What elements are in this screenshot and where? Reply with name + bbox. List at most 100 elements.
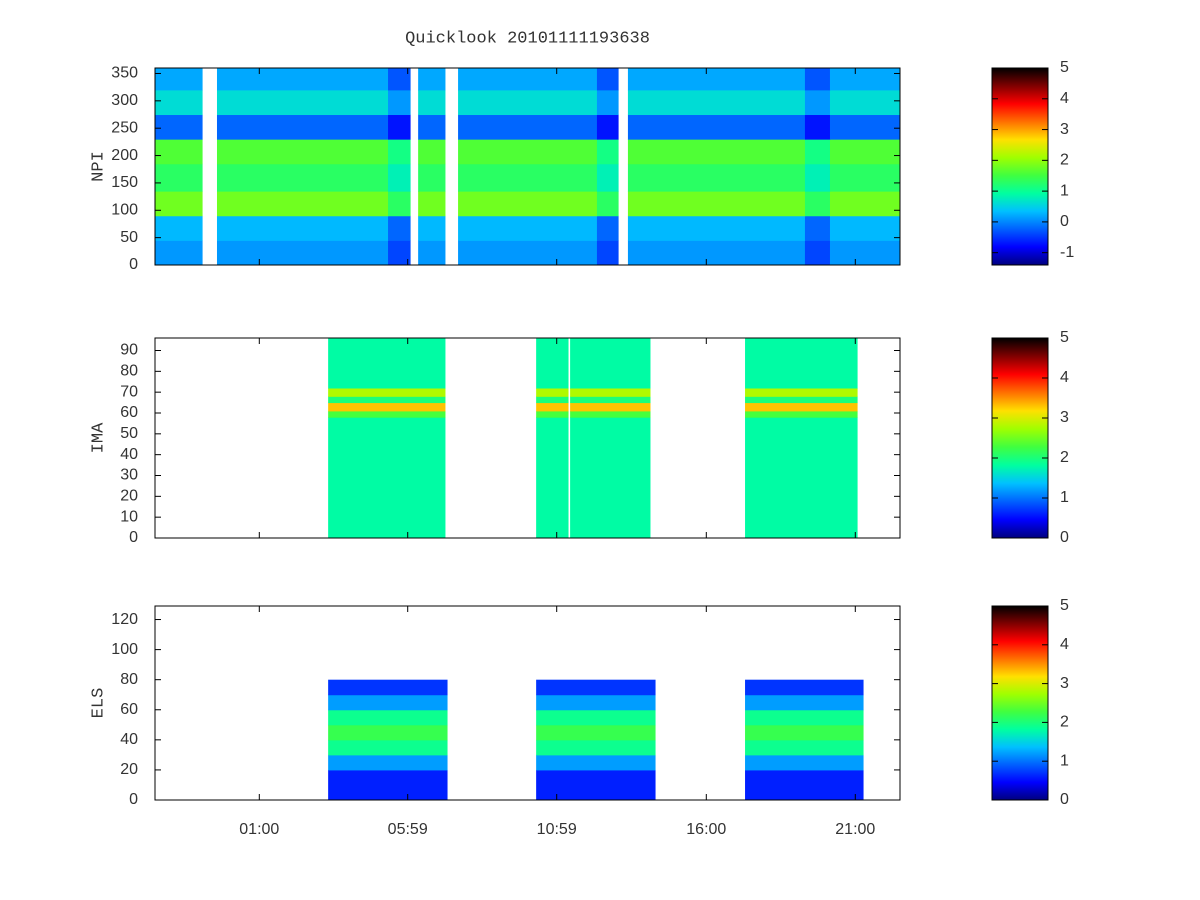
heat-cell xyxy=(570,410,651,418)
heat-cell xyxy=(745,709,864,726)
heat-cell xyxy=(536,739,656,756)
heat-cell xyxy=(596,240,619,266)
heat-cell xyxy=(596,191,619,217)
y-axis-label: ELS xyxy=(89,688,108,719)
y-tick-label: 300 xyxy=(111,92,138,109)
heat-cell xyxy=(627,89,806,116)
x-tick-label: 05:59 xyxy=(388,821,428,838)
heat-cell xyxy=(745,739,864,756)
heat-cell xyxy=(388,68,411,91)
chart-title: Quicklook 20101111193638 xyxy=(405,29,650,48)
heat-cell xyxy=(388,114,411,140)
heat-cell xyxy=(804,163,831,192)
heat-cell xyxy=(328,410,446,418)
heat-cell xyxy=(328,679,448,696)
y-tick-label: 80 xyxy=(120,363,138,380)
heat-cell xyxy=(745,754,864,771)
heat-cell xyxy=(536,754,656,771)
y-tick-label: 60 xyxy=(120,404,138,421)
heat-cell xyxy=(536,338,569,389)
heat-cell xyxy=(216,163,389,192)
colorbar-tick-label: 0 xyxy=(1060,791,1069,808)
heat-cell xyxy=(458,114,598,140)
heat-cell xyxy=(536,694,656,711)
heat-cell xyxy=(418,139,446,165)
y-tick-label: 40 xyxy=(120,446,138,463)
heat-cell xyxy=(627,114,806,140)
heat-cell xyxy=(216,68,389,91)
heat-cell xyxy=(570,417,651,539)
heat-cell xyxy=(804,215,831,241)
heat-cell xyxy=(388,240,411,266)
heat-cell xyxy=(155,191,203,217)
colorbar-tick-label: 3 xyxy=(1060,409,1069,426)
y-tick-label: 30 xyxy=(120,467,138,484)
heat-cell xyxy=(216,139,389,165)
heat-cell xyxy=(328,396,446,404)
colorbar-tick-label: 4 xyxy=(1060,636,1069,653)
heat-cell xyxy=(388,215,411,241)
heat-cell xyxy=(829,163,901,192)
heat-cell xyxy=(328,694,448,711)
y-tick-label: 0 xyxy=(129,256,138,273)
heat-cell xyxy=(745,694,864,711)
heat-cell xyxy=(745,396,858,404)
y-tick-label: 350 xyxy=(111,65,138,82)
y-tick-label: 0 xyxy=(129,791,138,808)
heat-cell xyxy=(804,89,831,116)
y-tick-label: 20 xyxy=(120,761,138,778)
heat-cell xyxy=(458,89,598,116)
heat-cell xyxy=(328,724,448,741)
heat-cell xyxy=(328,388,446,397)
heat-cell xyxy=(418,215,446,241)
heat-cell xyxy=(829,114,901,140)
heat-cell xyxy=(388,191,411,217)
x-tick-label: 21:00 xyxy=(835,821,875,838)
heat-cell xyxy=(627,163,806,192)
heat-cell xyxy=(536,410,569,418)
heat-cell xyxy=(328,709,448,726)
heat-cell xyxy=(745,338,858,389)
heat-cell xyxy=(804,240,831,266)
plot-frame xyxy=(154,337,901,539)
heat-cell xyxy=(570,388,651,397)
heat-cell xyxy=(804,68,831,91)
colorbar-tick-label: 0 xyxy=(1060,529,1069,546)
heat-cell xyxy=(596,68,619,91)
heat-cell xyxy=(418,163,446,192)
heat-cell xyxy=(155,114,203,140)
heat-cell xyxy=(458,139,598,165)
heat-cell xyxy=(627,215,806,241)
heat-cell xyxy=(458,215,598,241)
heat-cell xyxy=(536,724,656,741)
heat-cell xyxy=(328,769,448,801)
heat-cell xyxy=(829,139,901,165)
heat-cell xyxy=(388,163,411,192)
heat-cell xyxy=(216,215,389,241)
heat-cell xyxy=(458,191,598,217)
colorbar xyxy=(991,605,1049,801)
heat-cell xyxy=(216,89,389,116)
heat-cell xyxy=(216,240,389,266)
heat-cell xyxy=(596,114,619,140)
heat-cell xyxy=(536,388,569,397)
colorbar-tick-label: 4 xyxy=(1060,90,1069,107)
heat-cell xyxy=(155,215,203,241)
colorbar xyxy=(991,67,1049,266)
y-axis-label: IMA xyxy=(89,422,108,453)
heat-cell xyxy=(458,163,598,192)
heat-cell xyxy=(627,139,806,165)
heat-cell xyxy=(596,139,619,165)
colorbar-tick-label: 3 xyxy=(1060,675,1069,692)
colorbar-tick-label: 2 xyxy=(1060,714,1069,731)
y-tick-label: 100 xyxy=(111,641,138,658)
heat-cell xyxy=(596,215,619,241)
heat-cell xyxy=(328,402,446,412)
y-tick-label: 150 xyxy=(111,174,138,191)
y-tick-label: 200 xyxy=(111,147,138,164)
heat-cell xyxy=(745,724,864,741)
heat-cell xyxy=(536,679,656,696)
colorbar-tick-label: 1 xyxy=(1060,752,1069,769)
heat-cell xyxy=(627,240,806,266)
